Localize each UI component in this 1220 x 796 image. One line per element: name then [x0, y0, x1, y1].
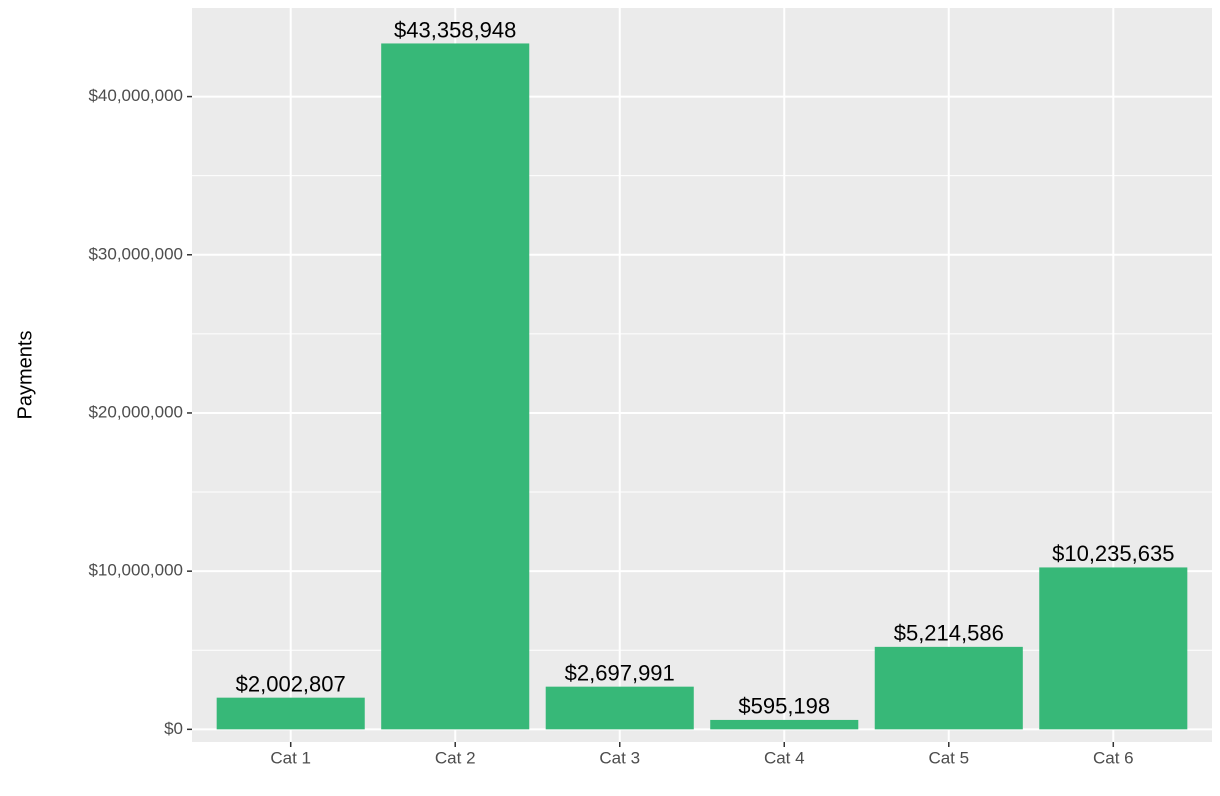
- bar: [874, 646, 1023, 730]
- bar: [216, 697, 365, 730]
- bar: [1039, 567, 1188, 730]
- y-tick-label: $30,000,000: [88, 244, 183, 263]
- value-label: $2,002,807: [236, 671, 346, 696]
- x-tick-label: Cat 5: [928, 748, 969, 767]
- x-tick-label: Cat 2: [435, 748, 476, 767]
- value-label: $43,358,948: [394, 17, 516, 42]
- value-label: $10,235,635: [1052, 541, 1174, 566]
- bar: [545, 686, 694, 730]
- y-tick-label: $0: [164, 719, 183, 738]
- x-tick-label: Cat 4: [764, 748, 805, 767]
- value-label: $595,198: [738, 694, 830, 719]
- x-tick-label: Cat 3: [599, 748, 640, 767]
- value-label: $5,214,586: [894, 621, 1004, 646]
- bar: [710, 719, 859, 730]
- x-tick-label: Cat 6: [1093, 748, 1134, 767]
- y-tick-label: $20,000,000: [88, 402, 183, 421]
- y-tick-label: $10,000,000: [88, 561, 183, 580]
- bar: [381, 43, 530, 730]
- y-axis-title: Payments: [14, 331, 36, 420]
- x-tick-label: Cat 1: [270, 748, 311, 767]
- value-label: $2,697,991: [565, 660, 675, 685]
- y-tick-label: $40,000,000: [88, 86, 183, 105]
